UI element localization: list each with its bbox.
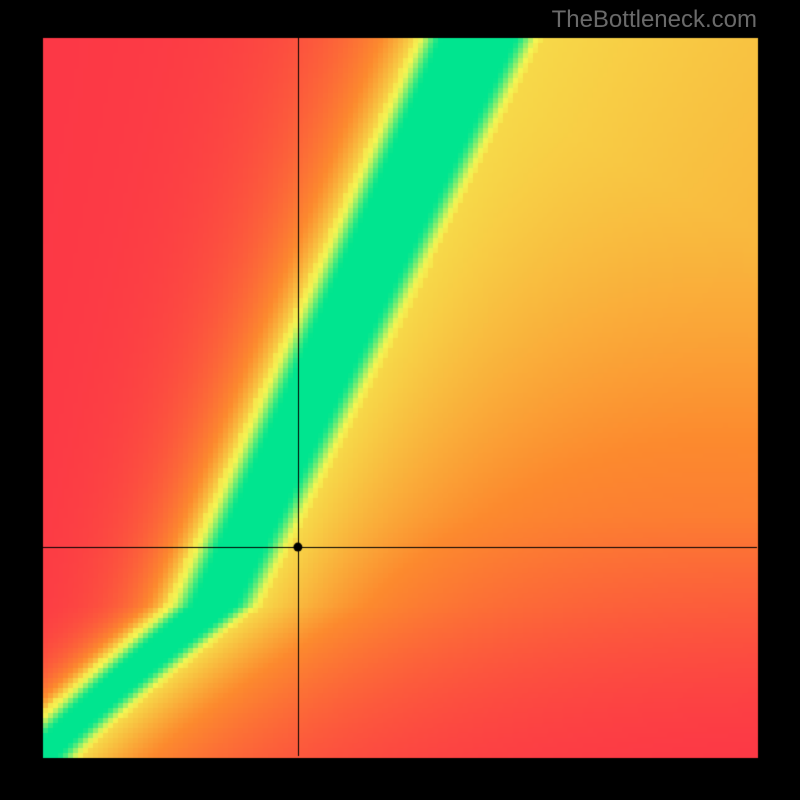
bottleneck-heatmap [0,0,800,800]
watermark-text: TheBottleneck.com [552,6,757,34]
chart-container: TheBottleneck.com [0,0,800,800]
